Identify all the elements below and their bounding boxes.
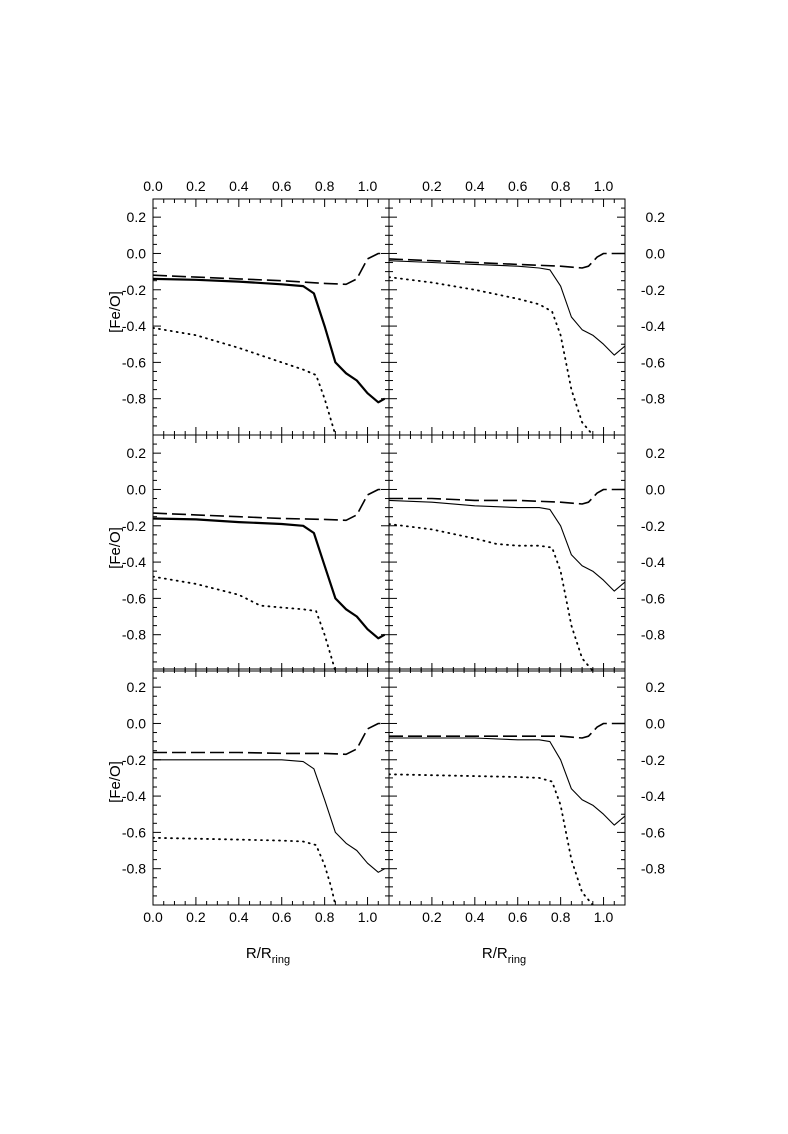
y-tick-label-left: -0.2 (122, 282, 146, 298)
y-tick-label-right: -0.2 (641, 518, 665, 534)
y-tick-label-right: 0.0 (646, 715, 666, 731)
panel-frame (388, 434, 626, 672)
x-tick-label-top-left: 0.4 (229, 178, 249, 194)
y-tick-label-right: -0.8 (641, 861, 665, 877)
x-tick-label-bottom-right: 0.4 (465, 909, 485, 925)
series-dashed-r1-c1 (153, 252, 385, 286)
x-tick-label-bottom-left: 0.6 (272, 909, 292, 925)
y-tick-label-right: -0.2 (641, 282, 665, 298)
y-tick-label-left: -0.2 (122, 518, 146, 534)
panel-r3-c2 (388, 668, 626, 906)
series-dashed-r2-c2 (389, 488, 625, 505)
series-solid-r2-c1 (153, 517, 386, 640)
x-tick-label-top-right: 1.0 (594, 178, 614, 194)
panel-r1-c2 (388, 198, 626, 436)
series-dashed-r2-c1 (153, 488, 385, 522)
y-tick-label-right: 0.2 (646, 209, 666, 225)
y-tick-label-left: 0.2 (127, 209, 147, 225)
x-tick-label-bottom-right: 0.8 (551, 909, 571, 925)
y-tick-label-left: 0.2 (127, 679, 147, 695)
y-tick-label-right: 0.0 (646, 481, 666, 497)
y-axis-label: [Fe/O] (107, 291, 124, 333)
y-tick-label-left: -0.2 (122, 752, 146, 768)
x-tick-label-bottom-right: 0.2 (422, 909, 442, 925)
panel-r1-c1 (152, 198, 390, 436)
y-tick-label-left: -0.8 (122, 627, 146, 643)
series-solid-r1-c1 (153, 277, 386, 404)
y-tick-label-right: 0.2 (646, 679, 666, 695)
x-tick-label-top-right: 0.6 (508, 178, 528, 194)
x-tick-label-top-left: 0.0 (143, 178, 163, 194)
panel-frame (152, 198, 390, 436)
series-dashed-r3-c1 (153, 722, 385, 756)
y-tick-label-left: -0.6 (122, 824, 146, 840)
y-tick-label-right: 0.0 (646, 245, 666, 261)
y-tick-label-left: 0.0 (127, 481, 147, 497)
x-axis-label: R/Rring (246, 945, 290, 966)
x-tick-label-bottom-left: 0.0 (143, 909, 163, 925)
x-tick-label-top-left: 0.6 (272, 178, 292, 194)
x-axis-label-subscript: ring (272, 954, 290, 966)
y-tick-label-right: -0.6 (641, 354, 665, 370)
series-dotted-r3-c2 (389, 773, 594, 905)
x-axis-label: R/Rring (482, 945, 526, 966)
y-tick-label-right: -0.4 (641, 788, 665, 804)
x-tick-label-bottom-right: 0.6 (508, 909, 528, 925)
series-solid-r1-c2 (389, 260, 625, 356)
series-dotted-r3-c1 (153, 836, 337, 905)
y-tick-label-right: -0.2 (641, 752, 665, 768)
panel-frame (388, 198, 626, 436)
y-tick-label-left: 0.2 (127, 445, 147, 461)
series-dotted-r1-c1 (153, 327, 337, 435)
series-solid-r3-c1 (153, 759, 385, 873)
panel-r2-c1 (152, 434, 390, 672)
y-tick-label-right: -0.8 (641, 627, 665, 643)
y-tick-label-right: -0.6 (641, 590, 665, 606)
x-tick-label-top-right: 0.4 (465, 178, 485, 194)
y-tick-label-left: -0.6 (122, 590, 146, 606)
x-tick-label-bottom-left: 1.0 (358, 909, 378, 925)
panel-r2-c2 (388, 434, 626, 672)
y-axis-label: [Fe/O] (107, 527, 124, 569)
y-tick-label-left: 0.0 (127, 715, 147, 731)
y-tick-label-left: -0.8 (122, 861, 146, 877)
y-tick-label-right: -0.6 (641, 824, 665, 840)
series-dotted-r2-c2 (389, 523, 594, 671)
x-axis-label-subscript: ring (508, 954, 526, 966)
y-tick-label-left: -0.8 (122, 391, 146, 407)
x-tick-label-bottom-right: 1.0 (594, 909, 614, 925)
x-tick-label-bottom-left: 0.2 (186, 909, 206, 925)
x-tick-label-top-right: 0.8 (551, 178, 571, 194)
x-tick-label-top-left: 0.8 (315, 178, 335, 194)
x-tick-label-bottom-left: 0.4 (229, 909, 249, 925)
series-dotted-r1-c2 (389, 276, 594, 435)
x-axis-label-main: R/R (482, 945, 508, 962)
x-tick-label-bottom-left: 0.8 (315, 909, 335, 925)
y-tick-label-left: 0.0 (127, 245, 147, 261)
panel-frame (388, 668, 626, 906)
series-dashed-r1-c2 (389, 252, 625, 269)
x-tick-label-top-left: 1.0 (358, 178, 378, 194)
y-tick-label-right: 0.2 (646, 445, 666, 461)
y-tick-label-left: -0.4 (122, 788, 146, 804)
panel-frame (152, 434, 390, 672)
series-solid-r3-c2 (389, 737, 625, 826)
y-axis-label: [Fe/O] (107, 761, 124, 803)
panel-r3-c1 (152, 668, 390, 906)
y-tick-label-right: -0.8 (641, 391, 665, 407)
y-tick-label-right: -0.4 (641, 554, 665, 570)
y-tick-label-left: -0.6 (122, 354, 146, 370)
y-tick-label-left: -0.4 (122, 318, 146, 334)
x-axis-label-main: R/R (246, 945, 272, 962)
x-tick-label-top-left: 0.2 (186, 178, 206, 194)
x-tick-label-top-right: 0.2 (422, 178, 442, 194)
panel-frame (152, 668, 390, 906)
y-tick-label-left: -0.4 (122, 554, 146, 570)
series-solid-r2-c2 (389, 499, 625, 592)
y-tick-label-right: -0.4 (641, 318, 665, 334)
series-dashed-r3-c2 (389, 722, 625, 739)
series-dotted-r2-c1 (153, 575, 337, 671)
